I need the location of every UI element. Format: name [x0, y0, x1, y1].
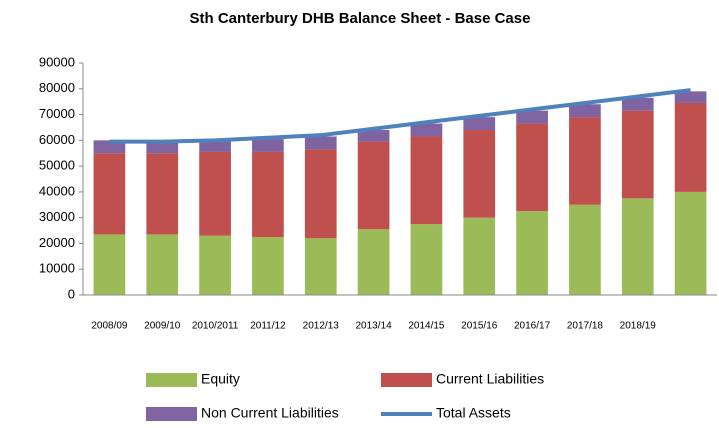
- x-tick-label: 2016/17: [514, 321, 551, 332]
- bar-segment: [199, 235, 231, 295]
- bar-segment: [199, 151, 231, 236]
- x-tick-label: 2014/15: [408, 321, 445, 332]
- bar-segment: [621, 110, 654, 199]
- x-tick-label: 2009/10: [144, 321, 181, 332]
- bar-segment: [463, 117, 496, 131]
- y-tick-label: 90000: [39, 54, 75, 69]
- bar-segment: [569, 204, 601, 295]
- y-tick-label: 0: [68, 286, 75, 301]
- bar-segment: [674, 102, 707, 192]
- bar-segment: [410, 136, 443, 225]
- bar-segment: [252, 151, 284, 237]
- bar-segment: [621, 198, 654, 295]
- bar-segment: [357, 141, 390, 230]
- bar-segment: [621, 97, 654, 111]
- legend-swatch: [146, 407, 197, 421]
- bar-segment: [146, 234, 179, 295]
- x-tick-label: 2017/18: [567, 321, 604, 332]
- bar-segment: [252, 139, 284, 152]
- bar-segment: [93, 234, 126, 295]
- legend-swatch: [146, 373, 197, 387]
- x-tick-label: 2010/2011: [192, 321, 239, 332]
- chart-title: Sth Canterbury DHB Balance Sheet - Base …: [190, 10, 531, 27]
- bar-segment: [516, 110, 548, 124]
- bar-segment: [410, 224, 443, 295]
- bar-segment: [674, 91, 707, 103]
- line-series: [109, 88, 691, 144]
- y-tick-label: 50000: [39, 158, 75, 173]
- bar-segment: [569, 104, 601, 118]
- x-tick-label: 2015/16: [461, 321, 498, 332]
- bar-segment: [357, 229, 390, 295]
- y-tick-label: 40000: [39, 183, 75, 198]
- bar-segment: [252, 237, 284, 295]
- x-tick-label: 2012/13: [303, 321, 340, 332]
- bar-segment: [463, 130, 496, 218]
- legend-label: Non Current Liabilities: [201, 405, 339, 421]
- bar-segment: [569, 117, 601, 205]
- legend-label: Equity: [201, 371, 240, 387]
- bar-segment: [410, 123, 443, 137]
- bar-segment: [93, 153, 126, 235]
- y-tick-label: 60000: [39, 132, 75, 147]
- bar-segment: [357, 130, 390, 142]
- x-tick-label: 2013/14: [356, 321, 393, 332]
- legend-swatch: [381, 373, 432, 387]
- y-tick-label: 70000: [39, 106, 75, 121]
- bar-segment: [516, 211, 548, 295]
- bar-segment: [304, 149, 337, 239]
- bar-segment: [146, 153, 179, 235]
- y-tick-label: 80000: [39, 80, 75, 95]
- x-tick-label: 2018/19: [620, 321, 657, 332]
- y-tick-label: 30000: [39, 209, 75, 224]
- y-tick-label: 20000: [39, 235, 75, 250]
- bar-segment: [674, 191, 707, 295]
- bar-segment: [304, 136, 337, 150]
- y-tick-label: 10000: [39, 261, 75, 276]
- bar-segment: [304, 238, 337, 295]
- bar-segment: [199, 140, 231, 152]
- x-tick-label: 2011/12: [250, 321, 286, 332]
- x-tick-label: 2008/09: [91, 321, 128, 332]
- legend-label: Current Liabilities: [436, 371, 544, 387]
- bar-segment: [463, 217, 496, 295]
- bar-segment: [516, 123, 548, 212]
- legend-label: Total Assets: [436, 405, 511, 421]
